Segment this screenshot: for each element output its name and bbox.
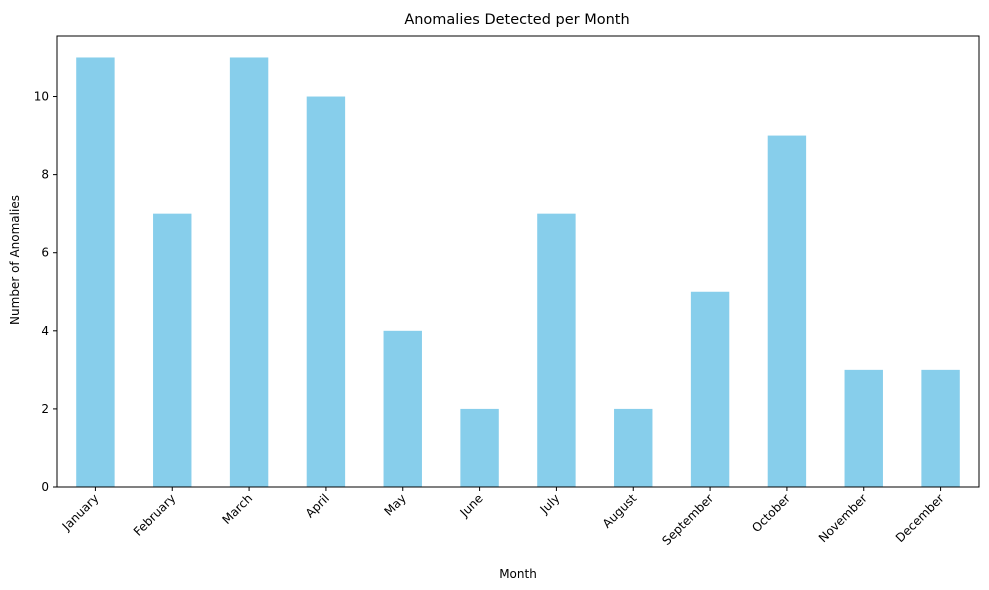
x-tick-label: December — [893, 491, 947, 545]
plot-frame — [56, 35, 980, 488]
bar-august — [614, 408, 653, 487]
y-tick-label: 0 — [41, 480, 49, 494]
x-tick-label: April — [303, 491, 332, 520]
chart-title: Anomalies Detected per Month — [404, 12, 629, 28]
bar-february — [153, 213, 192, 487]
x-tick-label: August — [600, 491, 640, 531]
x-tick-label: November — [816, 491, 870, 545]
x-axis-label: Month — [499, 567, 537, 581]
x-tick-label: March — [219, 491, 255, 527]
bar-may — [383, 330, 422, 487]
bar-december — [921, 369, 960, 487]
x-tick-label: May — [381, 491, 408, 518]
x-tick-label: September — [659, 491, 716, 548]
bar-september — [690, 291, 730, 487]
x-tick-label: January — [59, 491, 102, 534]
bar-march — [229, 57, 269, 487]
y-tick-label: 6 — [41, 246, 49, 260]
y-tick-label: 4 — [41, 324, 49, 338]
x-tick-label: June — [457, 491, 486, 520]
plot-area — [76, 57, 960, 488]
bar-october — [767, 135, 807, 488]
x-tick-label: February — [131, 491, 179, 539]
bar-april — [306, 96, 346, 488]
bar-november — [844, 369, 883, 487]
y-tick-label: 10 — [34, 90, 49, 104]
x-tick-label: October — [749, 491, 793, 535]
bar-june — [460, 408, 499, 487]
x-axis: January February March April May June July Augu… — [59, 487, 947, 548]
y-axis: 0 2 4 6 8 10 — [34, 90, 57, 494]
bar-january — [76, 57, 115, 487]
y-tick-label: 8 — [41, 168, 49, 182]
x-tick-label: July — [537, 491, 563, 517]
bar-july — [537, 213, 576, 487]
y-axis-label: Number of Anomalies — [8, 195, 22, 325]
y-tick-label: 2 — [41, 402, 49, 416]
